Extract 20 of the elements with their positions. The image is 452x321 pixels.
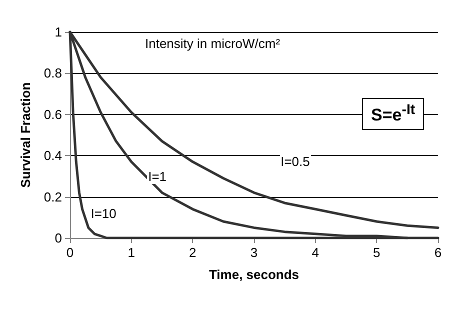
y-tick-label: 0.6 — [44, 106, 62, 122]
y-tick-label: 0 — [54, 230, 62, 246]
x-axis-title: Time, seconds — [208, 267, 300, 282]
text: I=0.5 — [280, 154, 311, 170]
x-tick-label: 1 — [128, 245, 135, 260]
x-tick-label: 5 — [373, 245, 380, 260]
y-tick-label: 0.4 — [44, 148, 62, 164]
x-tick-label: 3 — [250, 245, 258, 260]
series-label: I=10 — [90, 206, 118, 221]
x-tick-label: 6 — [434, 245, 442, 260]
y-tick-label: 0.8 — [44, 66, 62, 81]
annotation: S=e$^{-It}$ — [362, 98, 424, 130]
series-label: I=1 — [147, 168, 168, 184]
y-tick-label: 1 — [54, 24, 62, 40]
annotation: Intensity in microW/cm² — [145, 36, 280, 51]
x-tick-label: 0 — [66, 245, 74, 260]
x-tick-label: 4 — [312, 245, 319, 260]
y-axis-title: Survival Fraction — [18, 82, 33, 188]
y-tick-label: 0.2 — [44, 189, 62, 204]
x-tick-label: 2 — [189, 245, 196, 260]
